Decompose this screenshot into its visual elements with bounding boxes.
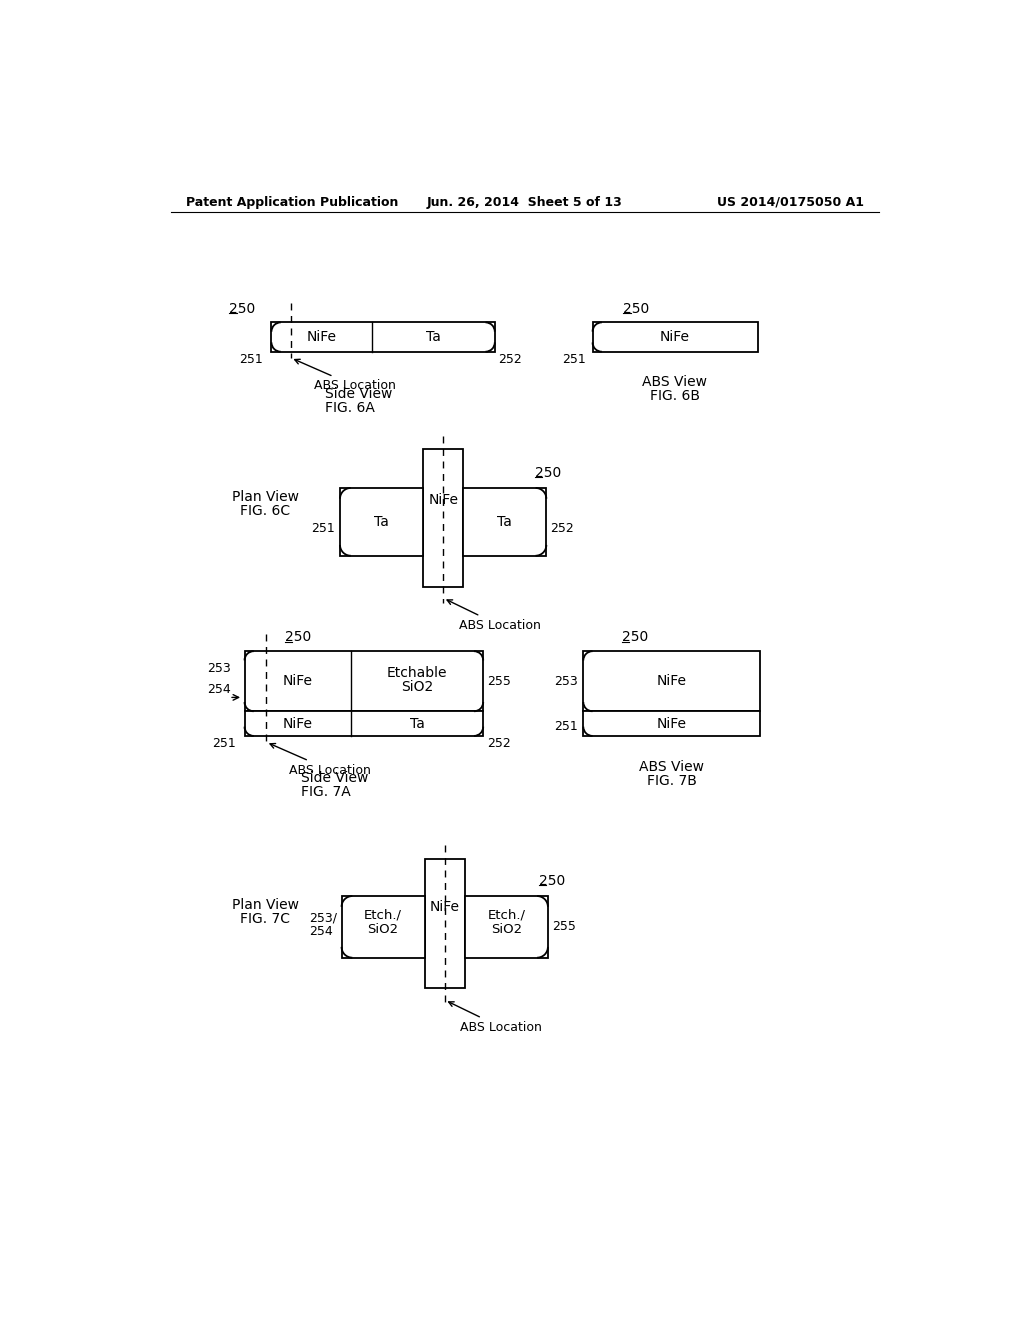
Text: NiFe: NiFe: [659, 330, 690, 345]
Text: 251: 251: [240, 352, 263, 366]
Text: NiFe: NiFe: [430, 900, 460, 913]
Bar: [271, 322, 495, 351]
Text: FIG. 7A: FIG. 7A: [301, 785, 350, 799]
Text: 251: 251: [310, 521, 335, 535]
Text: 250: 250: [229, 301, 255, 315]
Text: SiO2: SiO2: [490, 923, 522, 936]
Text: 252: 252: [550, 521, 574, 535]
Text: Plan View: Plan View: [231, 899, 299, 912]
Text: Ta: Ta: [410, 717, 424, 730]
Bar: [584, 651, 761, 711]
Bar: [584, 711, 761, 737]
Bar: [245, 651, 483, 711]
Text: 250: 250: [539, 874, 565, 887]
Bar: [465, 896, 548, 958]
Text: NiFe: NiFe: [283, 717, 312, 730]
Text: ABS Location: ABS Location: [449, 1002, 542, 1034]
Text: FIG. 6C: FIG. 6C: [241, 504, 291, 517]
Text: 255: 255: [552, 920, 575, 933]
Text: 252: 252: [499, 352, 522, 366]
Text: Plan View: Plan View: [231, 490, 299, 504]
Text: NiFe: NiFe: [428, 492, 458, 507]
Text: 250: 250: [622, 631, 648, 644]
Text: 255: 255: [487, 675, 511, 688]
Text: ABS Location: ABS Location: [270, 743, 371, 776]
Text: 253: 253: [554, 675, 578, 688]
Text: ABS Location: ABS Location: [295, 359, 395, 392]
Text: Jun. 26, 2014  Sheet 5 of 13: Jun. 26, 2014 Sheet 5 of 13: [427, 195, 623, 209]
Text: 251: 251: [562, 352, 586, 366]
Text: FIG. 7B: FIG. 7B: [647, 774, 696, 788]
Text: 250: 250: [285, 631, 311, 644]
Text: Patent Application Publication: Patent Application Publication: [186, 195, 398, 209]
Text: ABS Location: ABS Location: [447, 599, 541, 632]
Text: Side View: Side View: [301, 771, 368, 785]
Bar: [423, 449, 463, 586]
Bar: [245, 711, 483, 737]
Text: NiFe: NiFe: [656, 675, 687, 688]
Text: Etch./: Etch./: [487, 908, 525, 921]
Text: 250: 250: [535, 466, 561, 479]
Text: ABS View: ABS View: [639, 760, 705, 774]
Text: 254: 254: [309, 925, 333, 939]
Text: 253: 253: [208, 661, 231, 675]
Text: Etchable: Etchable: [387, 665, 447, 680]
Text: SiO2: SiO2: [400, 680, 433, 693]
Text: 252: 252: [487, 737, 511, 750]
Text: ABS View: ABS View: [642, 375, 708, 389]
Bar: [425, 859, 465, 989]
Text: NiFe: NiFe: [656, 717, 687, 730]
Text: NiFe: NiFe: [306, 330, 337, 345]
Text: FIG. 6A: FIG. 6A: [326, 401, 375, 414]
Text: Ta: Ta: [498, 515, 512, 529]
Text: SiO2: SiO2: [368, 923, 398, 936]
Text: NiFe: NiFe: [283, 675, 312, 688]
Bar: [463, 488, 547, 556]
Text: FIG. 6B: FIG. 6B: [650, 389, 700, 404]
Bar: [342, 896, 425, 958]
Text: 254: 254: [208, 684, 231, 696]
Text: Ta: Ta: [426, 330, 440, 345]
Text: 250: 250: [624, 301, 649, 315]
Bar: [340, 488, 423, 556]
Text: 251: 251: [212, 737, 236, 750]
Text: FIG. 7C: FIG. 7C: [241, 912, 291, 927]
Text: Etch./: Etch./: [365, 908, 402, 921]
Text: 251: 251: [554, 721, 578, 733]
Text: US 2014/0175050 A1: US 2014/0175050 A1: [717, 195, 863, 209]
Text: Ta: Ta: [374, 515, 389, 529]
Text: Side View: Side View: [326, 387, 393, 401]
Text: 253/: 253/: [309, 911, 337, 924]
Bar: [593, 322, 758, 351]
